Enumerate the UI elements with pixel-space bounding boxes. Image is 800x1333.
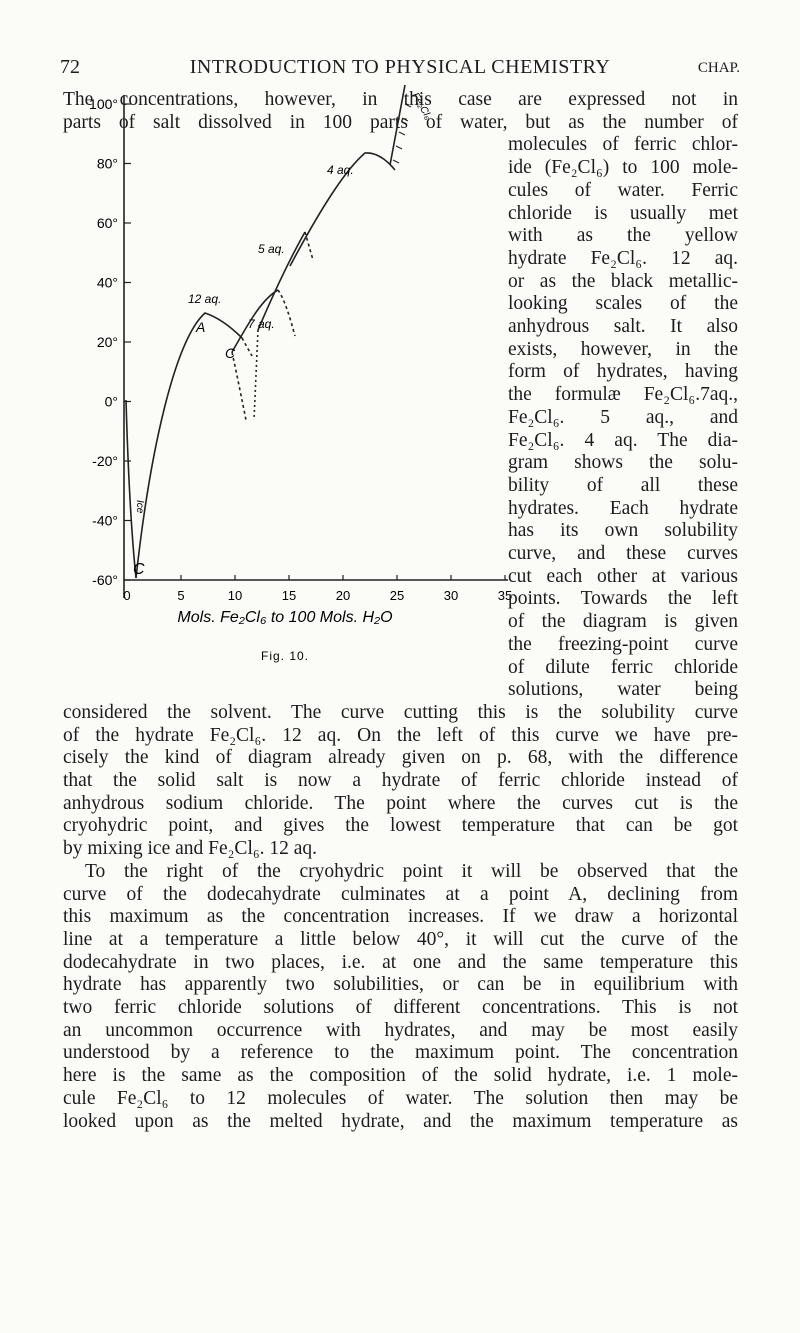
x-tick-label: 0 <box>123 588 130 603</box>
curve-7aq-dashed <box>277 289 296 337</box>
text-line: looked upon as the melted hydrate, and t… <box>63 1110 738 1132</box>
curve-label: C <box>133 561 145 578</box>
page-number: 72 <box>60 56 80 78</box>
text-line: Fe₂Cl₆. 5 aq., and <box>508 406 738 428</box>
text-line: solutions, water being <box>508 679 738 701</box>
text-line: has its own solubility <box>508 520 738 542</box>
text-line: cules of water. Ferric <box>508 179 738 201</box>
text-line: by mixing ice and Fe₂Cl₆. 12 aq. <box>63 838 318 860</box>
curve-7aq <box>231 289 279 353</box>
text-line: line at a temperature a little below 40°… <box>63 928 738 950</box>
x-axis-title: Mols. Fe₂Cl₆ to 100 Mols. H₂O <box>177 609 392 626</box>
text-line: ide (Fe₂Cl₆) to 100 mole- <box>508 157 738 179</box>
x-tick-label: 35 <box>498 588 512 603</box>
text-line: two ferric chloride solutions of differe… <box>63 997 738 1018</box>
curve-5aq-dashed <box>253 329 259 421</box>
hatching <box>392 103 412 164</box>
x-tick-label: 20 <box>336 588 350 603</box>
curve-label: C <box>225 345 236 361</box>
text-line: considered the solvent. The curve cuttin… <box>63 701 738 723</box>
curve-5aq-dashed2 <box>304 231 314 261</box>
text-line: that the solid salt is now a hydrate of … <box>63 770 738 791</box>
figure: 100° 80° 60° 40° 20° 0° -20° -40° -60° 0 5 10 15 20 25… <box>89 84 512 663</box>
curve-label: A <box>195 319 205 335</box>
curve-label: 4 aq. <box>327 163 354 177</box>
y-tick-label: 40° <box>97 275 118 291</box>
text-line: this maximum as the concentration increa… <box>63 906 738 928</box>
text-line: molecules of ferric chlor- <box>508 134 738 156</box>
curve-12aq-dashed <box>241 337 253 357</box>
text-line: curve, and these curves <box>508 543 738 564</box>
text-line: or as the black metallic- <box>508 270 738 292</box>
text-line: cule Fe₂Cl₆ to 12 molecules of water. Th… <box>63 1087 738 1109</box>
y-tick-label: -60° <box>92 572 118 588</box>
text-line: hydrate Fe₂Cl₆. 12 aq. <box>508 247 738 269</box>
curve-label: 7 aq. <box>248 317 275 331</box>
x-tick-label: 10 <box>228 588 242 603</box>
curve-5aq <box>257 231 306 331</box>
text-line: gram shows the solu- <box>508 452 738 474</box>
text-line: of dilute ferric chloride <box>508 656 738 678</box>
ice-curve <box>125 399 137 579</box>
y-tick-label: 0° <box>105 394 118 410</box>
curve-12aq <box>135 312 243 579</box>
curve-anhydrous <box>389 84 406 166</box>
text-line: here is the same as the composition of t… <box>63 1065 738 1087</box>
text-line: hydrates. Each hydrate <box>508 497 738 519</box>
text-line: bility of all these <box>508 474 738 496</box>
text-line: chloride is usually met <box>508 202 738 224</box>
text-line: form of hydrates, having <box>508 361 738 383</box>
x-tick-label: 30 <box>444 588 458 603</box>
curve-label: 12 aq. <box>188 292 221 306</box>
text-line: with as the yellow <box>508 225 738 247</box>
text-line: points. Towards the left <box>508 588 738 610</box>
text-line: cisely the kind of diagram already given… <box>63 747 738 769</box>
text-line: dodecahydrate in two places, i.e. at one… <box>63 951 738 973</box>
curve-12aq-metastable <box>231 351 247 421</box>
text-line: The concentrations, however, in this cas… <box>63 89 738 110</box>
text-line: hydrate has apparently two solubilities,… <box>63 974 738 996</box>
text-line: an uncommon occurrence with hydrates, an… <box>63 1019 738 1041</box>
text-line: Fe₂Cl₆. 4 aq. The dia- <box>508 429 738 451</box>
curve-label: Ice <box>134 500 145 514</box>
text-line: curve of the dodecahydrate culminates at… <box>63 883 738 905</box>
text-line: the freezing-point curve <box>508 633 738 655</box>
y-tick-label: -40° <box>92 513 118 529</box>
x-tick-label: 25 <box>390 588 404 603</box>
y-tick-label: 60° <box>97 215 118 231</box>
text-line: To the right of the cryohydric point it … <box>85 860 738 882</box>
text-line: looking scales of the <box>508 293 738 315</box>
text-line: cryohydric point, and gives the lowest t… <box>63 815 738 837</box>
curve-label: 5 aq. <box>258 242 285 256</box>
figure-caption: Fig. 10. <box>261 649 309 663</box>
y-tick-label: 80° <box>97 156 118 172</box>
text-line: the formulæ Fe₂Cl₆.7aq., <box>508 384 738 406</box>
curves <box>123 84 508 598</box>
text-line: of the diagram is given <box>508 611 738 633</box>
y-tick-label: 100° <box>89 96 118 112</box>
text-line: cut each other at various <box>508 565 738 587</box>
text-line: anhydrous sodium chloride. The point whe… <box>63 792 738 814</box>
running-title: INTRODUCTION TO PHYSICAL CHEMISTRY <box>189 56 611 78</box>
text-line: of the hydrate Fe₂Cl₆. 12 aq. On the lef… <box>63 724 738 746</box>
text-line: understood by a reference to the maximum… <box>63 1042 738 1064</box>
y-tick-label: 20° <box>97 334 118 350</box>
chapter-label: CHAP. <box>697 60 740 76</box>
curve-4aq <box>289 152 396 267</box>
text-line: parts of salt dissolved in 100 parts of … <box>63 111 738 133</box>
y-tick-label: -20° <box>92 453 118 469</box>
x-tick-label: 5 <box>177 588 184 603</box>
x-tick-label: 15 <box>282 588 296 603</box>
text-line: exists, however, in the <box>508 338 738 360</box>
text-line: anhydrous salt. It also <box>508 316 738 337</box>
